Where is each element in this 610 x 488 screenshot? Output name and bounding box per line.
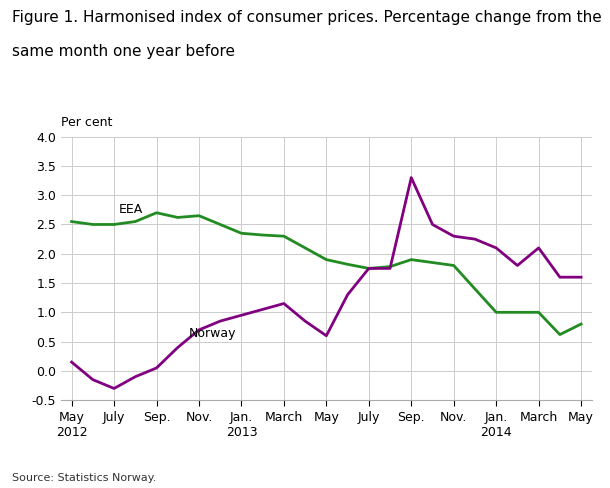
Text: Norway: Norway	[188, 327, 236, 341]
Text: Per cent: Per cent	[61, 116, 112, 129]
Text: same month one year before: same month one year before	[12, 44, 235, 59]
Text: EEA: EEA	[118, 203, 143, 216]
Text: Figure 1. Harmonised index of consumer prices. Percentage change from the: Figure 1. Harmonised index of consumer p…	[12, 10, 602, 25]
Text: Source: Statistics Norway.: Source: Statistics Norway.	[12, 473, 157, 483]
